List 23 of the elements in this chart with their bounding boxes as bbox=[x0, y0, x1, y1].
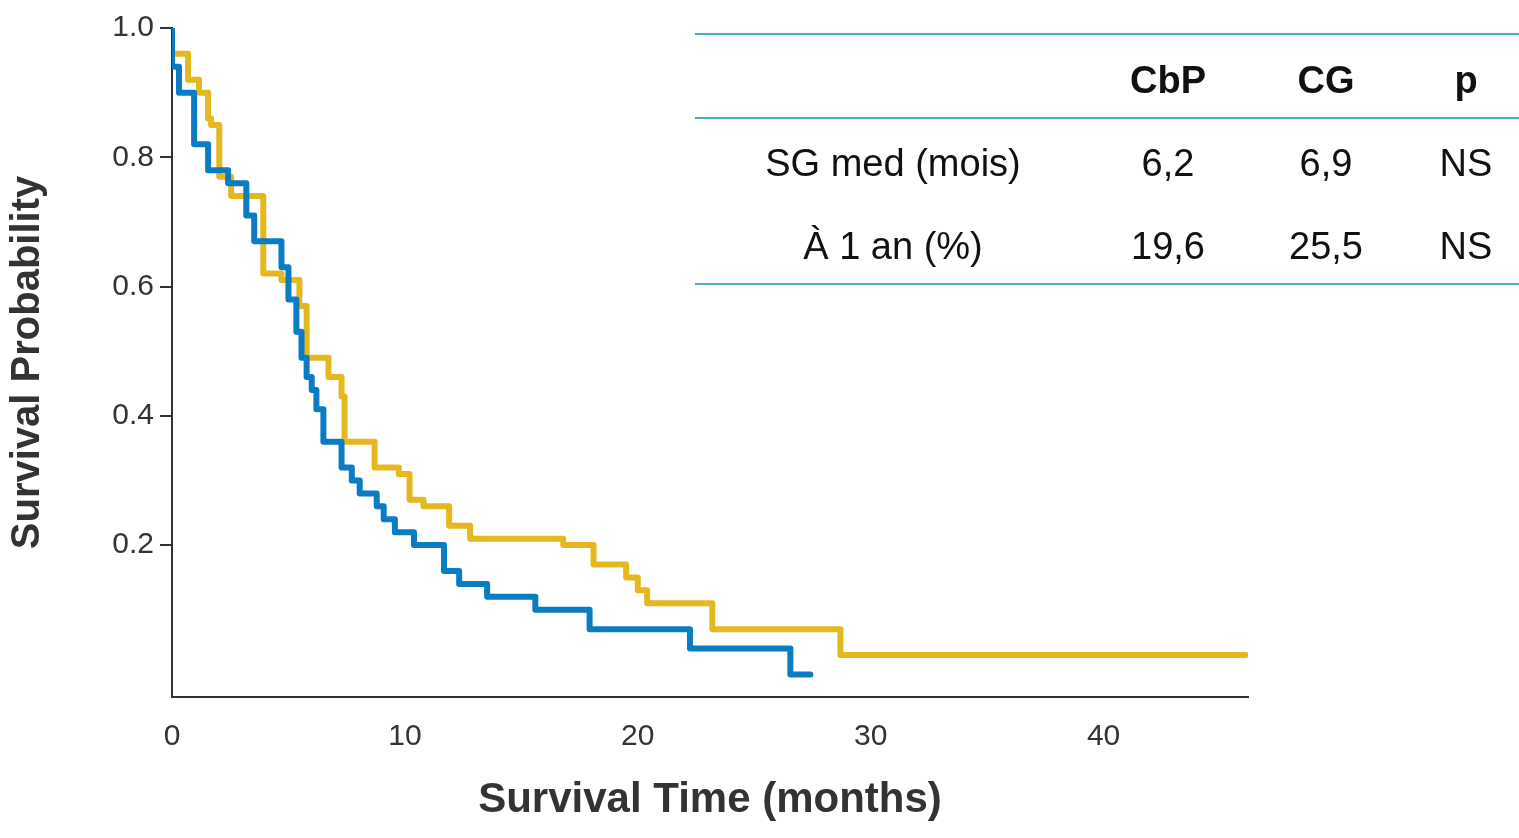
annotation: À 1 an (%) bbox=[803, 224, 983, 268]
x-tick-label: 40 bbox=[1086, 718, 1121, 752]
x-axis-title: Survival Time (months) bbox=[478, 774, 942, 822]
y-axis-title: Survival Probability bbox=[3, 175, 48, 550]
y-tick-label: 0.6 bbox=[112, 267, 154, 301]
annotation: SG med (mois) bbox=[765, 141, 1021, 185]
x-tick-label: 10 bbox=[388, 718, 422, 752]
y-tick-label: 0.4 bbox=[112, 397, 154, 431]
annotation: 19,6 bbox=[1131, 224, 1205, 268]
text: NS bbox=[1439, 224, 1493, 268]
y-tick-label: 0.2 bbox=[112, 526, 154, 560]
text: CG bbox=[1297, 58, 1355, 102]
y-tick-label: 1.0 bbox=[112, 9, 154, 43]
y-tick-label: 0.8 bbox=[112, 138, 154, 172]
x-tick-label: 20 bbox=[621, 718, 655, 752]
x-tick-label: 0 bbox=[163, 718, 181, 752]
annotation: CbP bbox=[1130, 58, 1206, 102]
text: 25,5 bbox=[1289, 224, 1363, 268]
annotation: 6,2 bbox=[1141, 141, 1195, 185]
x-tick-label: 30 bbox=[854, 718, 888, 752]
text: 6,9 bbox=[1299, 141, 1353, 185]
text: p bbox=[1454, 58, 1478, 102]
text: NS bbox=[1439, 141, 1493, 185]
